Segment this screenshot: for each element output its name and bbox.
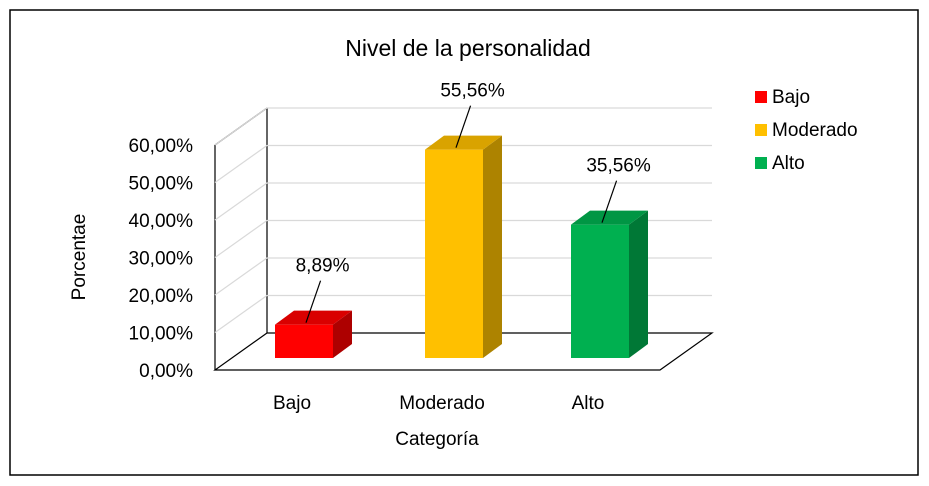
grid-line [214,107,712,146]
grid-line [214,294,712,333]
x-tick-label: Moderado [399,393,485,414]
grid-line [214,182,712,221]
y-tick-label: 30,00% [129,249,194,270]
leader-line [305,280,322,323]
leader-line [455,105,472,148]
legend-label: Alto [772,153,805,174]
y-tick-label: 60,00% [129,136,194,157]
bar-top [425,135,502,150]
grid-line [214,144,712,183]
bar-top [275,310,352,325]
y-tick-label: 20,00% [129,286,194,307]
data-label: 55,56% [440,81,505,102]
data-label: 8,89% [296,256,350,277]
legend-label: Bajo [772,87,810,108]
x-axis-label: Categoría [395,429,479,450]
leader-line [601,180,618,223]
chart-title: Nivel de la personalidad [345,35,591,61]
data-label: 35,56% [586,156,651,177]
grid-line [214,219,712,258]
grid-line [214,257,712,296]
y-tick-label: 50,00% [129,174,194,195]
bar-side [483,135,502,358]
bar-side [629,210,648,358]
x-tick-label: Bajo [273,393,311,414]
legend-swatch [755,157,767,169]
bar [275,324,333,358]
bar-top [571,210,648,225]
legend-swatch [755,124,767,136]
y-tick-label: 40,00% [129,211,194,232]
bar [425,149,483,358]
bar-side [333,310,352,358]
y-axis-label: Porcentae [69,214,90,301]
bar [571,224,629,358]
y-tick-label: 0,00% [139,361,193,382]
legend-swatch [755,91,767,103]
y-tick-label: 10,00% [129,324,194,345]
legend-label: Moderado [772,120,858,141]
floor [213,332,714,371]
x-tick-label: Alto [572,393,605,414]
